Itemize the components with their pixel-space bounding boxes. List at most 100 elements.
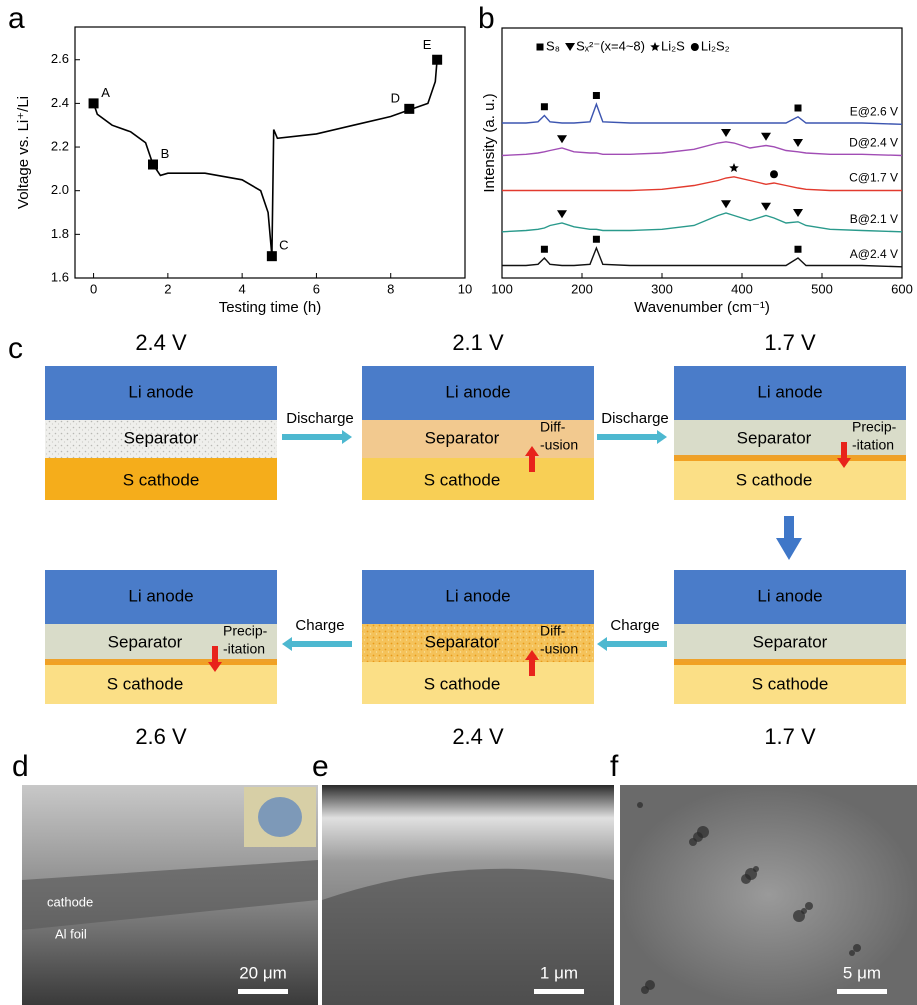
peak-marker — [793, 139, 803, 147]
y-tick-label: 1.6 — [51, 269, 69, 284]
layer-label: Li anode — [445, 382, 510, 401]
cell-voltage: 1.7 V — [764, 330, 816, 355]
sem-texture — [637, 802, 643, 808]
process-label: -usion — [540, 437, 578, 453]
battery-cell: Li anodeSeparatorS cathodePrecip--itatio… — [674, 366, 906, 500]
state-marker — [267, 251, 277, 261]
sem-texture — [697, 826, 709, 838]
peak-marker — [721, 129, 731, 137]
layer-label: Li anode — [128, 382, 193, 401]
layer-label: Li anode — [757, 586, 822, 605]
state-marker — [404, 104, 414, 114]
peak-marker — [541, 103, 548, 110]
voltage-curve — [94, 60, 438, 257]
plot-frame — [502, 28, 902, 278]
layer-label: Separator — [753, 632, 828, 651]
peak-marker — [593, 92, 600, 99]
process-label: Diff- — [540, 623, 566, 639]
precipitate-layer — [674, 659, 906, 665]
panel-label: d — [12, 750, 29, 783]
state-marker — [432, 55, 442, 65]
state-marker — [148, 160, 158, 170]
x-tick-label: 400 — [731, 281, 753, 296]
peak-marker — [557, 135, 567, 143]
process-arrow-label: Charge — [610, 617, 659, 634]
process-label: Precip- — [852, 419, 897, 435]
peak-marker — [541, 246, 548, 253]
scale-bar-label: 20 μm — [239, 963, 287, 982]
spectrum — [502, 177, 902, 191]
cell-voltage: 2.6 V — [135, 724, 187, 749]
y-tick-label: 1.8 — [51, 226, 69, 241]
legend-entry: Sₓ²⁻(x=4~8) — [576, 38, 645, 53]
process-arrow-label: Charge — [295, 617, 344, 634]
sem-texture — [849, 950, 855, 956]
layer-label: Separator — [737, 428, 812, 447]
sem-texture — [645, 980, 655, 990]
process-label: -itation — [223, 641, 265, 657]
sem-texture — [322, 869, 614, 1005]
x-axis-label: Wavenumber (cm⁻¹) — [634, 299, 770, 316]
battery-cell: Li anodeSeparatorS cathodeDiff--usion — [362, 366, 594, 500]
process-arrow-label: Discharge — [286, 410, 354, 427]
layer-label: Li anode — [445, 586, 510, 605]
y-axis-label: Voltage vs. Li⁺/Li — [15, 96, 32, 209]
state-marker — [89, 98, 99, 108]
layer-label: S cathode — [736, 470, 813, 489]
spectrum-label: E@2.6 V — [850, 104, 898, 118]
spectrum-label: C@1.7 V — [849, 171, 898, 185]
process-arrow — [597, 637, 667, 651]
peak-marker — [593, 236, 600, 243]
battery-cell: Li anode Separator S cathode — [674, 570, 906, 704]
cell-voltage: 2.1 V — [452, 330, 504, 355]
sem-texture — [805, 902, 813, 910]
x-tick-label: 300 — [651, 281, 673, 296]
process-label: -usion — [540, 641, 578, 657]
process-label: Diff- — [540, 419, 566, 435]
legend-entry: Li₂S₂ — [701, 38, 730, 53]
x-tick-label: 200 — [571, 281, 593, 296]
process-arrow — [776, 516, 802, 560]
process-arrow-label: Discharge — [601, 410, 669, 427]
peak-marker — [795, 105, 802, 112]
spectrum — [502, 142, 902, 156]
x-tick-label: 2 — [164, 281, 171, 296]
state-label: A — [101, 85, 110, 100]
y-axis-label: Intensity (a. u.) — [481, 93, 498, 192]
layer-label: S cathode — [107, 674, 184, 693]
sem-texture — [801, 908, 807, 914]
process-arrow — [282, 430, 352, 444]
sem-texture — [753, 866, 759, 872]
layer-label: S cathode — [752, 674, 829, 693]
spectrum — [502, 104, 902, 124]
peak-marker — [770, 170, 778, 178]
peak-marker — [721, 200, 731, 208]
panel-label: c — [8, 332, 23, 365]
layer-label: S cathode — [424, 674, 501, 693]
layer-label: Separator — [124, 428, 199, 447]
state-label: C — [279, 238, 288, 253]
process-label: -itation — [852, 437, 894, 453]
layer-label: Separator — [425, 632, 500, 651]
spectrum-label: A@2.4 V — [850, 247, 898, 261]
legend-symbol — [537, 44, 544, 51]
cell-voltage: 2.4 V — [135, 330, 187, 355]
spectrum — [502, 248, 902, 267]
x-tick-label: 100 — [491, 281, 513, 296]
legend-symbol — [650, 42, 660, 51]
legend-symbol — [565, 43, 575, 51]
sem-texture — [853, 944, 861, 952]
image-label: cathode — [47, 894, 93, 909]
panel-label: a — [8, 2, 25, 35]
scale-bar — [534, 989, 584, 994]
panel-label: b — [478, 2, 495, 35]
peak-marker — [761, 203, 771, 211]
legend-symbol — [691, 43, 699, 51]
spectrum-label: B@2.1 V — [850, 212, 898, 226]
peak-marker — [761, 133, 771, 141]
peak-marker — [557, 210, 567, 218]
x-tick-label: 8 — [387, 281, 394, 296]
layer-label: S cathode — [424, 470, 501, 489]
